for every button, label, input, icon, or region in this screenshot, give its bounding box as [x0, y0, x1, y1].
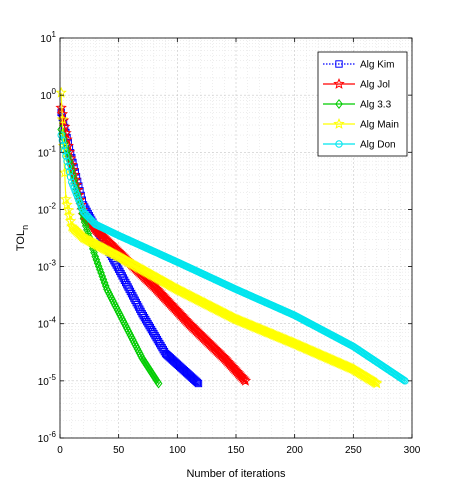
y-tick-label: 10-6 [38, 430, 57, 445]
x-tick-label: 300 [404, 445, 421, 456]
legend-label: Alg Jol [360, 80, 390, 91]
legend-label: Alg Don [360, 140, 396, 151]
legend-label: Alg Kim [360, 60, 394, 71]
y-tick-label: 10-5 [38, 373, 57, 388]
y-axis-label-main: TOL [15, 230, 27, 251]
legend-entry: Alg 3.3 [323, 98, 392, 111]
legend-entry: Alg Don [323, 140, 396, 151]
series-markers [57, 124, 163, 389]
ticks: 0 50 100 150 200 250 300 101 100 10-1 10-2 10-3 10-4… [38, 30, 421, 456]
legend-label: Alg Main [360, 120, 399, 131]
series-alg-main [55, 86, 383, 389]
legend-entry: Alg Main [323, 117, 399, 131]
x-tick-label: 100 [169, 445, 186, 456]
y-axis-label-subscript: n [20, 225, 30, 230]
x-tick-label: 150 [228, 445, 245, 456]
y-tick-label: 10-2 [38, 201, 57, 216]
legend-entry: Alg Kim [323, 60, 394, 71]
y-tick-label: 100 [40, 87, 56, 102]
x-axis-label: Number of iterations [186, 468, 286, 480]
legend-entry: Alg Jol [323, 77, 390, 91]
x-tick-label: 250 [345, 445, 362, 456]
series-alg-don [57, 131, 409, 385]
series-markers [55, 86, 383, 389]
x-tick-label: 0 [57, 445, 63, 456]
series-markers [57, 131, 409, 385]
y-tick-label: 10-1 [38, 144, 57, 159]
series-layer [55, 86, 409, 389]
y-axis-label: TOLn [15, 225, 30, 251]
y-tick-label: 10-4 [38, 316, 57, 331]
y-tick-label: 101 [40, 30, 56, 45]
x-tick-label: 200 [286, 445, 303, 456]
x-tick-label: 50 [113, 445, 125, 456]
legend-label: Alg 3.3 [360, 100, 392, 111]
y-tick-label: 10-3 [38, 259, 57, 274]
legend: Alg Kim Alg Jol Alg 3.3 Alg Main Alg Don [317, 51, 408, 157]
